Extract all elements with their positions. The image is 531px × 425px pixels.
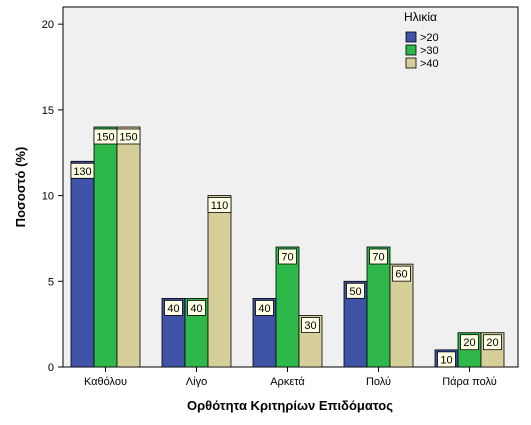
x-tick-label: Καθόλου bbox=[84, 376, 127, 388]
data-label-box bbox=[187, 300, 206, 316]
bar bbox=[366, 246, 391, 368]
data-label: 150 bbox=[119, 132, 137, 144]
data-label-box bbox=[392, 265, 411, 282]
data-label-box bbox=[278, 248, 297, 265]
bar bbox=[116, 126, 141, 368]
y-tick-label: 20 bbox=[42, 19, 54, 31]
data-label: 40 bbox=[190, 303, 202, 315]
bar bbox=[275, 246, 300, 368]
data-label-box bbox=[369, 248, 388, 265]
legend: Ηλικία >20>30>40 bbox=[404, 10, 439, 70]
data-label-box bbox=[116, 128, 141, 145]
data-label-box bbox=[437, 351, 456, 368]
x-tick-label: Αρκετά bbox=[270, 376, 305, 388]
data-label: 70 bbox=[372, 252, 384, 264]
legend-label: >40 bbox=[420, 58, 439, 70]
legend-swatch bbox=[405, 57, 417, 69]
bar bbox=[70, 160, 95, 368]
data-label: 20 bbox=[463, 337, 475, 349]
data-label-box bbox=[164, 300, 183, 316]
data-label: 70 bbox=[281, 252, 293, 264]
data-label-box bbox=[301, 317, 320, 333]
data-label: 40 bbox=[167, 303, 179, 315]
data-label: 40 bbox=[258, 303, 270, 315]
data-label: 110 bbox=[211, 200, 229, 212]
data-label-box bbox=[346, 282, 365, 299]
data-label-box bbox=[207, 197, 232, 213]
data-label: 130 bbox=[73, 166, 91, 178]
x-axis-title: Ορθότητα Κριτηρίων Επιδόματος bbox=[187, 398, 393, 413]
data-label-box bbox=[255, 300, 274, 316]
legend-title: Ηλικία bbox=[404, 10, 437, 24]
y-tick-label: 5 bbox=[48, 276, 54, 288]
bar bbox=[389, 263, 414, 368]
y-tick-label: 10 bbox=[42, 191, 54, 203]
y-axis-title: Ποσοστό (%) bbox=[13, 147, 28, 228]
data-label: 30 bbox=[304, 320, 316, 332]
data-label: 60 bbox=[395, 269, 407, 281]
legend-label: >30 bbox=[420, 45, 439, 57]
y-tick-label: 15 bbox=[42, 105, 54, 117]
legend-swatch bbox=[405, 31, 417, 43]
data-label: 20 bbox=[486, 337, 498, 349]
data-label-box bbox=[483, 334, 502, 351]
legend-label: >20 bbox=[420, 32, 439, 44]
x-tick-label: Πολύ bbox=[366, 376, 391, 388]
bar bbox=[207, 195, 232, 368]
data-label: 10 bbox=[440, 354, 452, 366]
data-label: 150 bbox=[96, 132, 114, 144]
x-tick-label: Λίγο bbox=[186, 376, 207, 388]
data-label: 50 bbox=[349, 286, 361, 298]
y-tick-label: 0 bbox=[48, 362, 54, 374]
data-label-box bbox=[460, 334, 479, 351]
x-tick-label: Πάρα πολύ bbox=[442, 376, 497, 388]
legend-swatch bbox=[405, 44, 417, 56]
bar bbox=[93, 126, 118, 368]
data-label-box bbox=[70, 162, 95, 179]
